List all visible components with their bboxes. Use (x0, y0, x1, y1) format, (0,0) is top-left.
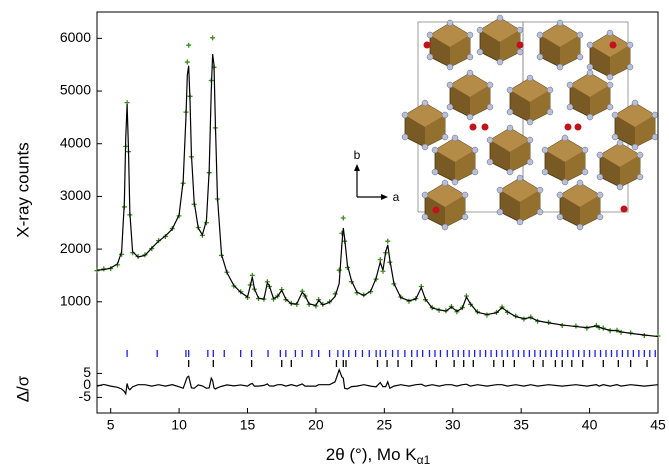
polyhedron (447, 70, 493, 120)
y-tick-label: -5 (79, 388, 92, 404)
observed-point (341, 216, 346, 221)
observed-point (186, 43, 191, 48)
polyhedron (487, 125, 533, 175)
y-tick-label: 3000 (60, 187, 91, 203)
x-tick-label: 25 (377, 417, 393, 433)
inset-structure (402, 15, 658, 230)
x-tick-label: 5 (107, 417, 115, 433)
y-tick-label: 4000 (60, 134, 91, 150)
x-tick-label: 15 (240, 417, 256, 433)
y-tick-label: 1000 (60, 292, 91, 308)
x-tick-label: 30 (445, 417, 461, 433)
x-axis-label-subscript: α1 (417, 453, 431, 467)
polyhedron (537, 20, 583, 70)
axis-indicator-label: a (393, 190, 400, 204)
observed-point (385, 239, 390, 244)
polyhedron (542, 135, 588, 185)
polyhedron (587, 30, 633, 80)
x-tick-label: 45 (650, 417, 666, 433)
polyhedron (402, 100, 448, 150)
x-axis-label: 2θ (°), Mo Kα1 (326, 445, 431, 467)
polyhedron (432, 135, 478, 185)
observed-point (95, 268, 100, 273)
y-axis-label: Δ/σ (13, 375, 32, 402)
polyhedron (477, 15, 523, 65)
chart: b a 2θ (°), Mo Kα1 1000 2000 3000 4000 5000 6… (0, 0, 669, 470)
polyhedron (497, 175, 543, 225)
polyhedron (422, 180, 468, 230)
y-tick-label: 5000 (60, 82, 91, 98)
observed-point (337, 268, 342, 273)
observed-point (185, 60, 190, 65)
x-tick-label: 35 (513, 417, 529, 433)
observed-point (210, 35, 215, 40)
axis-indicator-label: b (354, 148, 361, 162)
polyhedron (507, 75, 553, 125)
x-tick-label: 20 (308, 417, 324, 433)
x-axis-label-text: 2θ (°), Mo K (326, 445, 418, 464)
page: b a 2θ (°), Mo Kα1 1000 2000 3000 4000 5000 6… (0, 0, 669, 470)
polyhedron (567, 70, 613, 120)
series-line (97, 370, 658, 394)
axes-indicator: b a (354, 148, 400, 204)
x-tick-label: 40 (582, 417, 598, 433)
y-tick-label: 6000 (60, 29, 91, 45)
polyhedron (557, 180, 603, 230)
x-tick-label: 10 (171, 417, 187, 433)
polyhedron (427, 20, 473, 70)
y-axis-label: X-ray counts (13, 142, 32, 237)
y-tick-label: 2000 (60, 240, 91, 256)
